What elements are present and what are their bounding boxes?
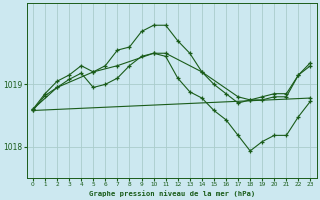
X-axis label: Graphe pression niveau de la mer (hPa): Graphe pression niveau de la mer (hPa) xyxy=(89,190,255,197)
